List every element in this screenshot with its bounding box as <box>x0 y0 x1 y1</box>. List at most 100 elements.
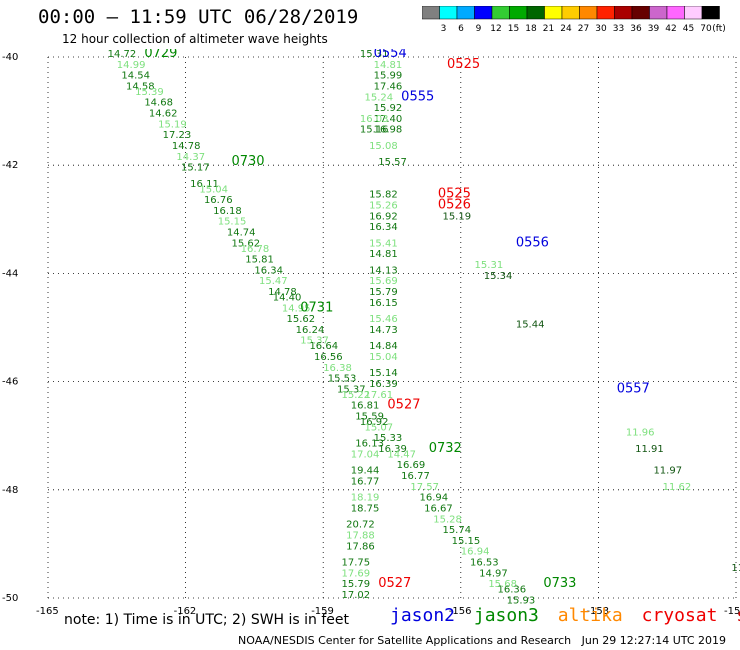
colorbar-tick-label: 24 <box>560 24 572 34</box>
wave-height-point: 14.40 <box>273 292 302 303</box>
wave-height-point: 14.78 <box>268 287 297 298</box>
colorbar-tick-label: 15 <box>508 24 519 34</box>
wave-height-point: 15.33 <box>374 433 403 444</box>
wave-height-point: 14.37 <box>176 152 205 163</box>
colorbar-swatch <box>701 6 720 20</box>
wave-height-point: 15.15 <box>452 536 481 547</box>
wave-height-point: 15.04 <box>369 352 398 363</box>
pass-time-label: 0731 <box>300 300 333 315</box>
wave-height-point: 11.96 <box>626 428 655 439</box>
pass-time-label: 0729 <box>144 46 177 61</box>
colorbar-tick-label: 3 <box>441 24 447 34</box>
wave-height-point: 16.38 <box>323 363 352 374</box>
wave-height-point: 20.72 <box>346 520 375 531</box>
wave-height-point: 15.62 <box>287 314 316 325</box>
wave-height-point: 15.92 <box>374 103 403 114</box>
colorbar-tick-label: 21 <box>543 24 554 34</box>
wave-height-point: 15.46 <box>369 314 398 325</box>
wave-height-point: 15.74 <box>442 525 471 536</box>
legend-item-cryosat: cryosat <box>641 605 718 626</box>
colorbar-tick-label: 39 <box>648 24 660 34</box>
wave-height-point: 17.23 <box>163 130 192 141</box>
wave-height-point: 16.56 <box>314 352 343 363</box>
pass-time-label: 0555 <box>401 89 434 104</box>
wave-height-point: 16.39 <box>378 444 407 455</box>
wave-height-point: 16.81 <box>351 401 380 412</box>
pass-time-label: 0732 <box>429 441 462 456</box>
wave-height-point: 14.84 <box>369 341 398 352</box>
legend-item-jason2: jason2 <box>390 605 456 626</box>
colorbar: 3 6 9 12 15 18 21 24 27 30 33 36 39 42 45 70 (ft) <box>422 6 726 34</box>
colorbar-tick-label: 27 <box>578 24 589 34</box>
y-tick-label: -40 <box>2 52 18 63</box>
wave-height-point: 15.37 <box>300 336 329 347</box>
y-tick-label: -48 <box>2 485 18 496</box>
wave-height-point: 14.95 <box>282 303 311 314</box>
wave-height-point: 15.15 <box>218 217 247 228</box>
colorbar-tick-label: 18 <box>525 24 537 34</box>
wave-height-point: 17.57 <box>410 482 439 493</box>
wave-height-point: 11.44 <box>731 563 740 574</box>
wave-height-point: 15.39 <box>135 87 164 98</box>
wave-height-point: 18.75 <box>351 503 380 514</box>
colorbar-swatch <box>596 6 615 20</box>
wave-height-point: 16.36 <box>497 585 526 596</box>
pass-time-label: 0527 <box>387 398 420 413</box>
wave-height-point: 16.76 <box>204 195 233 206</box>
wave-height-point: 15.07 <box>364 422 393 433</box>
wave-height-point: 16.98 <box>374 125 403 136</box>
wave-height-point: 15.57 <box>378 157 407 168</box>
wave-height-point: 15.68 <box>488 579 517 590</box>
wave-height-point: 14.72 <box>108 49 137 60</box>
wave-height-point: 17.04 <box>351 449 380 460</box>
colorbar-tick-label: 6 <box>458 24 464 34</box>
wave-height-point: 16.53 <box>470 558 499 569</box>
wave-height-point: 16.92 <box>360 417 389 428</box>
colorbar-tick-label: 30 <box>595 24 607 34</box>
wave-height-point: 15.79 <box>342 579 371 590</box>
wave-height-point: 16.24 <box>296 325 325 336</box>
note-text: note: 1) Time is in UTC; 2) SWH is in fe… <box>64 612 350 628</box>
wave-height-point: 14.99 <box>117 60 146 71</box>
wave-height-point: 15.22 <box>342 390 371 401</box>
colorbar-swatch <box>666 6 685 20</box>
legend-item-altika: altika <box>557 605 623 626</box>
wave-height-point: 14.81 <box>374 60 403 71</box>
colorbar-tick-label: 36 <box>630 24 642 34</box>
wave-height-point: 15.41 <box>369 238 398 249</box>
wave-height-point: 17.02 <box>342 590 371 601</box>
colorbar-swatch <box>422 6 440 20</box>
wave-height-point: 15.37 <box>337 384 366 395</box>
pass-time-label: 0730 <box>231 154 264 169</box>
colorbar-tick-label: 9 <box>476 24 482 34</box>
pass-time-label: 0525 <box>447 57 480 72</box>
wave-height-point: 15.82 <box>369 190 398 201</box>
wave-height-point: 15.44 <box>516 320 545 331</box>
wave-height-point: 15.53 <box>328 374 357 385</box>
wave-height-point: 17.61 <box>364 390 393 401</box>
wave-height-point: 15.04 <box>199 184 228 195</box>
wave-height-point: 14.54 <box>121 71 150 82</box>
pass-time-label: 0557 <box>617 381 650 396</box>
wave-height-point: 14.47 <box>387 449 416 460</box>
satellite-legend: jason2 jason3 altika cryosat s3a <box>390 605 740 626</box>
wave-height-point: 16.94 <box>420 493 449 504</box>
wave-height-point: 17.86 <box>346 541 375 552</box>
wave-height-point: 15.69 <box>369 276 398 287</box>
wave-height-point: 17.88 <box>346 530 375 541</box>
pass-time-label: 0526 <box>438 197 471 212</box>
wave-height-point: 16.67 <box>424 503 453 514</box>
wave-height-point: 15.17 <box>181 163 210 174</box>
colorbar-swatch <box>491 6 510 20</box>
wave-height-point: 15.81 <box>245 255 274 266</box>
pass-time-label: 0733 <box>543 576 576 591</box>
wave-height-point: 15.34 <box>484 271 513 282</box>
wave-height-point: 15.24 <box>364 92 393 103</box>
wave-height-point: 15.16 <box>360 125 389 136</box>
wave-height-point: 15.79 <box>369 287 398 298</box>
wave-height-point: 15.31 <box>475 260 504 271</box>
wave-height-point: 11.97 <box>653 466 682 477</box>
wave-height-point: 14.13 <box>369 265 398 276</box>
colorbar-swatch <box>474 6 493 20</box>
